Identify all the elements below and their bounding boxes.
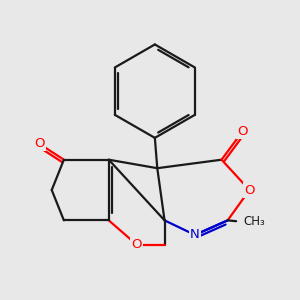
Text: O: O [244, 184, 255, 196]
Text: O: O [237, 125, 247, 138]
Text: CH₃: CH₃ [243, 215, 265, 228]
Text: N: N [190, 228, 200, 242]
Text: O: O [34, 137, 45, 150]
Text: O: O [131, 238, 142, 251]
